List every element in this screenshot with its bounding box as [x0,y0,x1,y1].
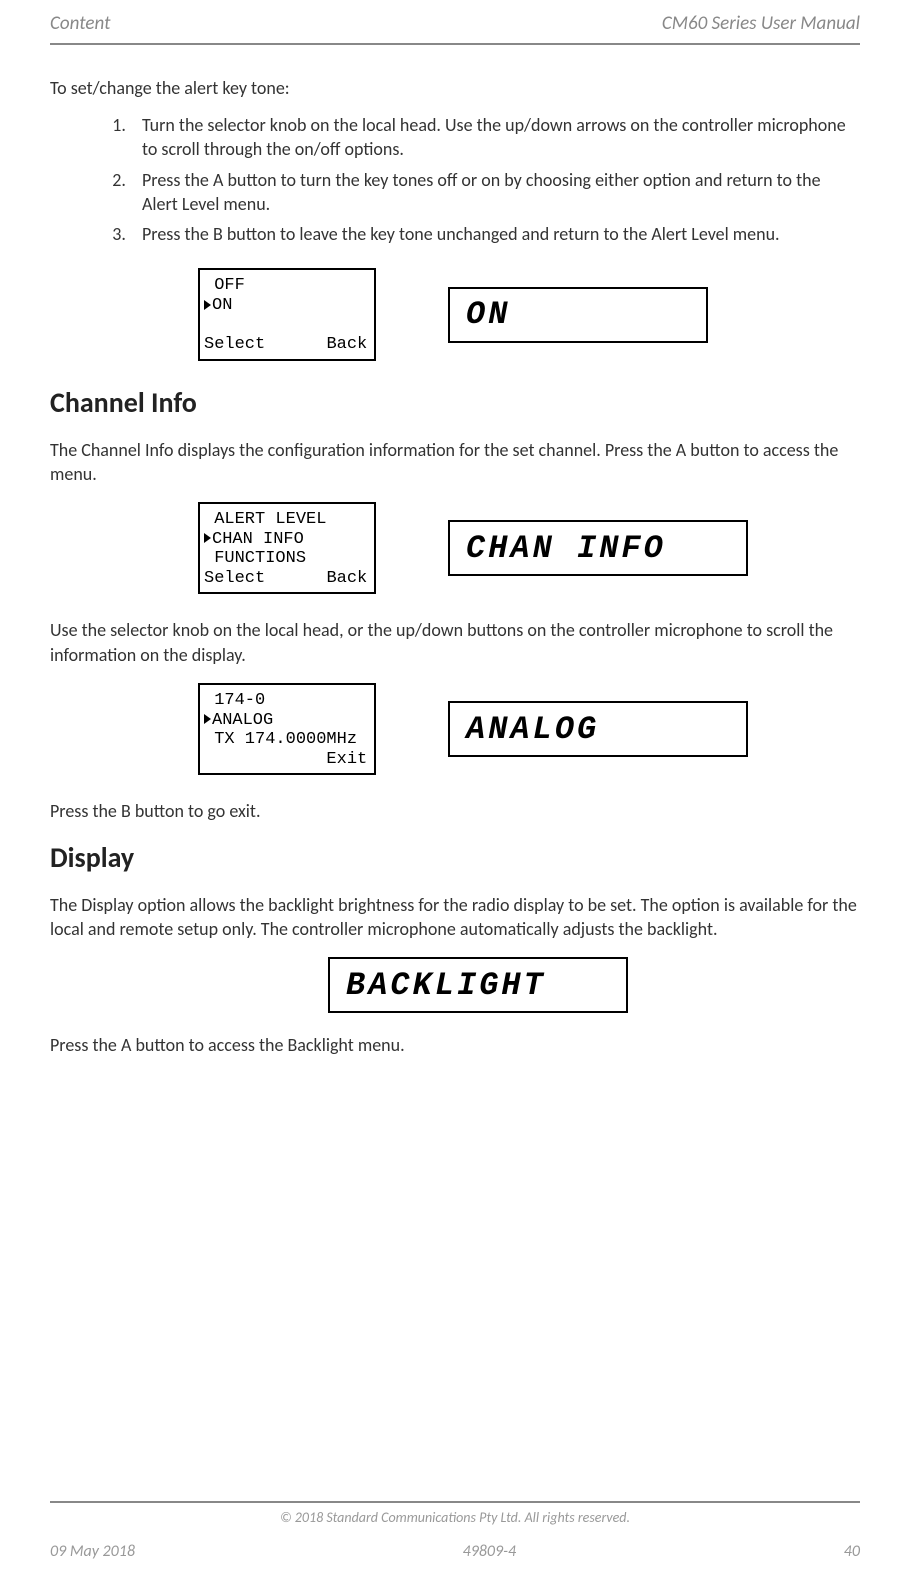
steps-list: Turn the selector knob on the local head… [130,113,860,246]
menu-select: Select [204,335,265,354]
menu-line: ALERT LEVEL [204,510,326,529]
channel-para-1: The Channel Info displays the configurat… [50,438,860,487]
screen-row-3: 174-0 ANALOG TX 174.0000MHz Exit ANALOG [198,683,860,775]
step-3: Press the B button to leave the key tone… [130,222,860,246]
cursor-icon [204,714,211,724]
page-header: Content CM60 Series User Manual [50,0,860,45]
lcd-chan-info: CHAN INFO [448,520,748,576]
menu-line: OFF [204,276,245,295]
lcd-analog: ANALOG [448,701,748,757]
screen-row-1: OFF ON Select Back ON [198,268,860,360]
menu-line: FUNCTIONS [204,549,306,568]
step-1: Turn the selector knob on the local head… [130,113,860,162]
channel-para-3: Press the B button to go exit. [50,799,860,823]
menu-select: Select [204,569,265,588]
cursor-icon [204,300,211,310]
step-2: Press the A button to turn the key tones… [130,168,860,217]
menu-screen-chan: ALERT LEVEL CHAN INFO FUNCTIONS Select B… [198,502,376,594]
menu-back: Back [326,569,367,588]
menu-exit: Exit [326,750,367,769]
footer-page: 40 [844,1542,860,1561]
menu-screen-analog: 174-0 ANALOG TX 174.0000MHz Exit [198,683,376,775]
screen-row-4: BACKLIGHT [328,957,860,1013]
intro-text: To set/change the alert key tone: [50,77,860,99]
menu-line-selected: CHAN INFO [212,530,304,549]
header-left: Content [50,12,110,35]
menu-back: Back [326,335,367,354]
display-para-2: Press the A button to access the Backlig… [50,1033,860,1057]
menu-line: 174-0 [204,691,265,710]
copyright: © 2018 Standard Communications Pty Ltd. … [50,1501,860,1542]
channel-para-2: Use the selector knob on the local head,… [50,618,860,667]
footer-date: 09 May 2018 [50,1542,135,1561]
lcd-backlight: BACKLIGHT [328,957,628,1013]
display-para-1: The Display option allows the backlight … [50,893,860,942]
lcd-on: ON [448,287,708,343]
footer-docnum: 49809-4 [463,1542,517,1561]
menu-line: TX 174.0000MHz [204,730,357,749]
heading-display: Display [50,840,860,875]
heading-channel-info: Channel Info [50,385,860,420]
cursor-icon [204,533,211,543]
menu-line-selected: ON [212,296,232,315]
header-right: CM60 Series User Manual [662,12,860,35]
screen-row-2: ALERT LEVEL CHAN INFO FUNCTIONS Select B… [198,502,860,594]
menu-screen-onoff: OFF ON Select Back [198,268,376,360]
page-footer: © 2018 Standard Communications Pty Ltd. … [50,1501,860,1573]
menu-line-selected: ANALOG [212,711,273,730]
